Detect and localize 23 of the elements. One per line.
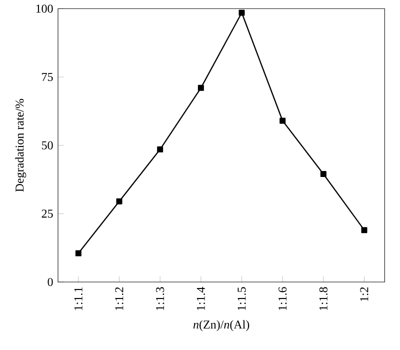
point xyxy=(198,84,204,91)
x-tick-label: 1:1.8 xyxy=(319,287,328,310)
x-tick-label: 1:1.4 xyxy=(196,286,205,310)
point xyxy=(238,10,245,16)
y-tick-label: 0 xyxy=(48,278,53,286)
point xyxy=(116,198,122,204)
y-tick-label: 25 xyxy=(42,210,53,218)
point xyxy=(320,171,326,178)
point xyxy=(157,146,164,152)
x-tick-label: 1:2 xyxy=(360,287,368,301)
y-tick-label: 75 xyxy=(42,73,53,81)
x-axis-title: n(Zn)/n(Al) xyxy=(193,320,250,332)
x-tick-label: 1:1.6 xyxy=(278,287,287,310)
y-axis-title: Degradation rate/% xyxy=(15,98,26,192)
x-tick-label: 1:1.1 xyxy=(74,287,82,310)
point xyxy=(361,227,368,234)
y-tick-label: 50 xyxy=(42,141,53,150)
x-tick-label: 1:1.3 xyxy=(156,287,164,310)
y-tick-label: 100 xyxy=(36,4,53,13)
x-tick-label: 1:1.2 xyxy=(115,287,124,310)
point xyxy=(280,118,286,124)
x-tick-label: 1:1.5 xyxy=(238,287,246,310)
point xyxy=(75,250,82,256)
